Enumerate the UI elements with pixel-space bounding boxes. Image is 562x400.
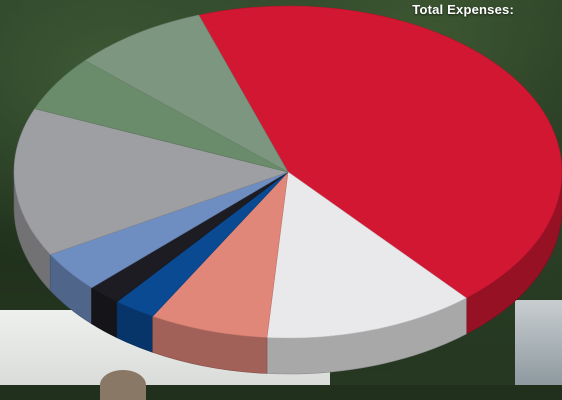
pie-chart [13, 5, 562, 375]
pie-slice-9 [84, 14, 289, 173]
building-photo-image [515, 300, 562, 385]
pie-slice-2 [266, 171, 467, 339]
pie-slice-3 [152, 171, 289, 338]
chart-title: Total Expenses: [412, 2, 514, 17]
pie-slice-7 [13, 108, 290, 255]
pie-slice-1 [198, 5, 562, 299]
